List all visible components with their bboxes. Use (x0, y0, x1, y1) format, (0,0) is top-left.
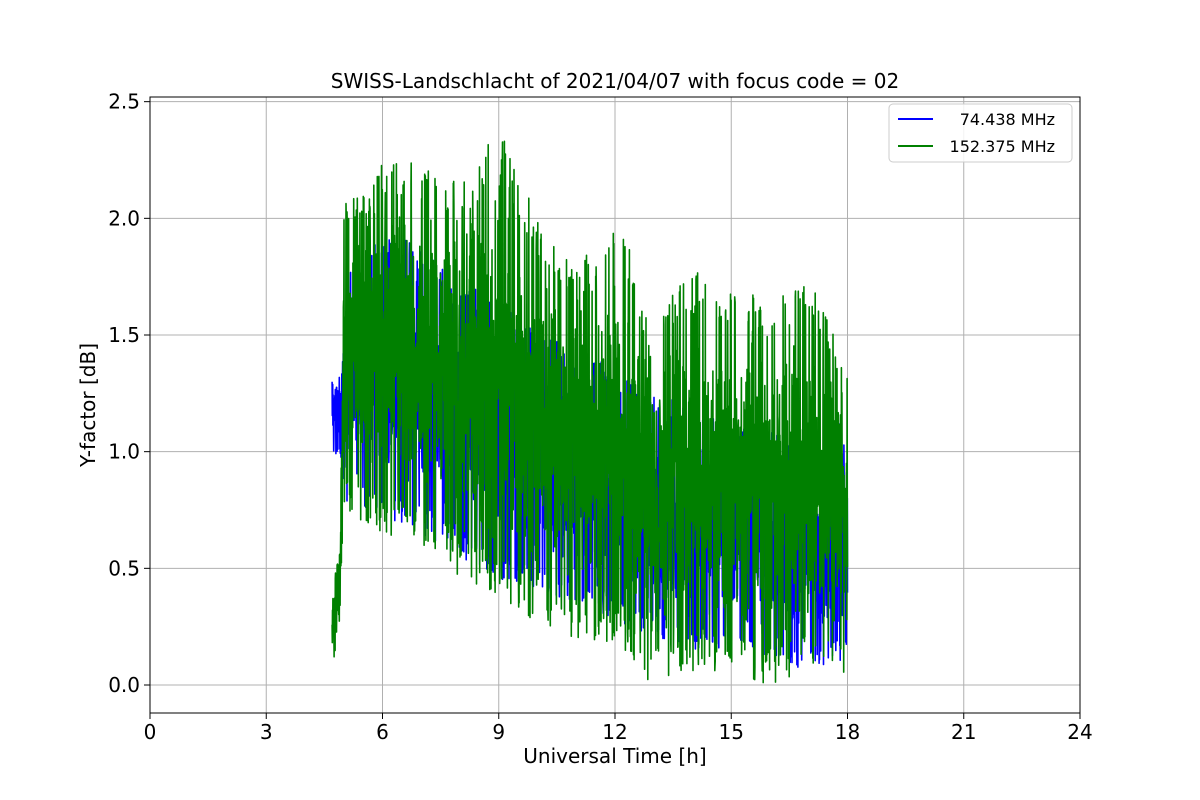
x-tick-label: 15 (719, 720, 744, 744)
y-tick-label: 2.0 (108, 206, 140, 230)
legend-label: 152.375 MHz (950, 137, 1055, 156)
x-tick-label: 12 (602, 720, 627, 744)
x-axis: 0 3 6 9 12 15 18 21 24 (144, 713, 1093, 744)
y-tick-label: 0.0 (108, 673, 140, 697)
series-layer (331, 140, 849, 684)
x-tick-label: 9 (492, 720, 505, 744)
legend-label: 74.438 MHz (960, 110, 1055, 129)
x-tick-label: 6 (376, 720, 389, 744)
legend-box (888, 103, 1073, 163)
x-tick-label: 0 (144, 720, 157, 744)
series-line (331, 140, 849, 684)
y-tick-label: 1.5 (108, 323, 140, 347)
x-tick-label: 3 (260, 720, 273, 744)
y-axis-label: Y-factor [dB] (76, 343, 100, 468)
x-tick-label: 21 (951, 720, 976, 744)
x-tick-label: 18 (835, 720, 860, 744)
x-axis-label: Universal Time [h] (523, 744, 706, 768)
chart-title: SWISS-Landschlacht of 2021/04/07 with fo… (331, 69, 899, 93)
y-tick-label: 2.5 (108, 90, 140, 114)
legend: 74.438 MHz 152.375 MHz (888, 103, 1073, 163)
y-tick-label: 0.5 (108, 556, 140, 580)
x-tick-label: 24 (1067, 720, 1092, 744)
y-tick-label: 1.0 (108, 440, 140, 464)
y-axis: 0.0 0.5 1.0 1.5 2.0 2.5 (108, 90, 150, 697)
